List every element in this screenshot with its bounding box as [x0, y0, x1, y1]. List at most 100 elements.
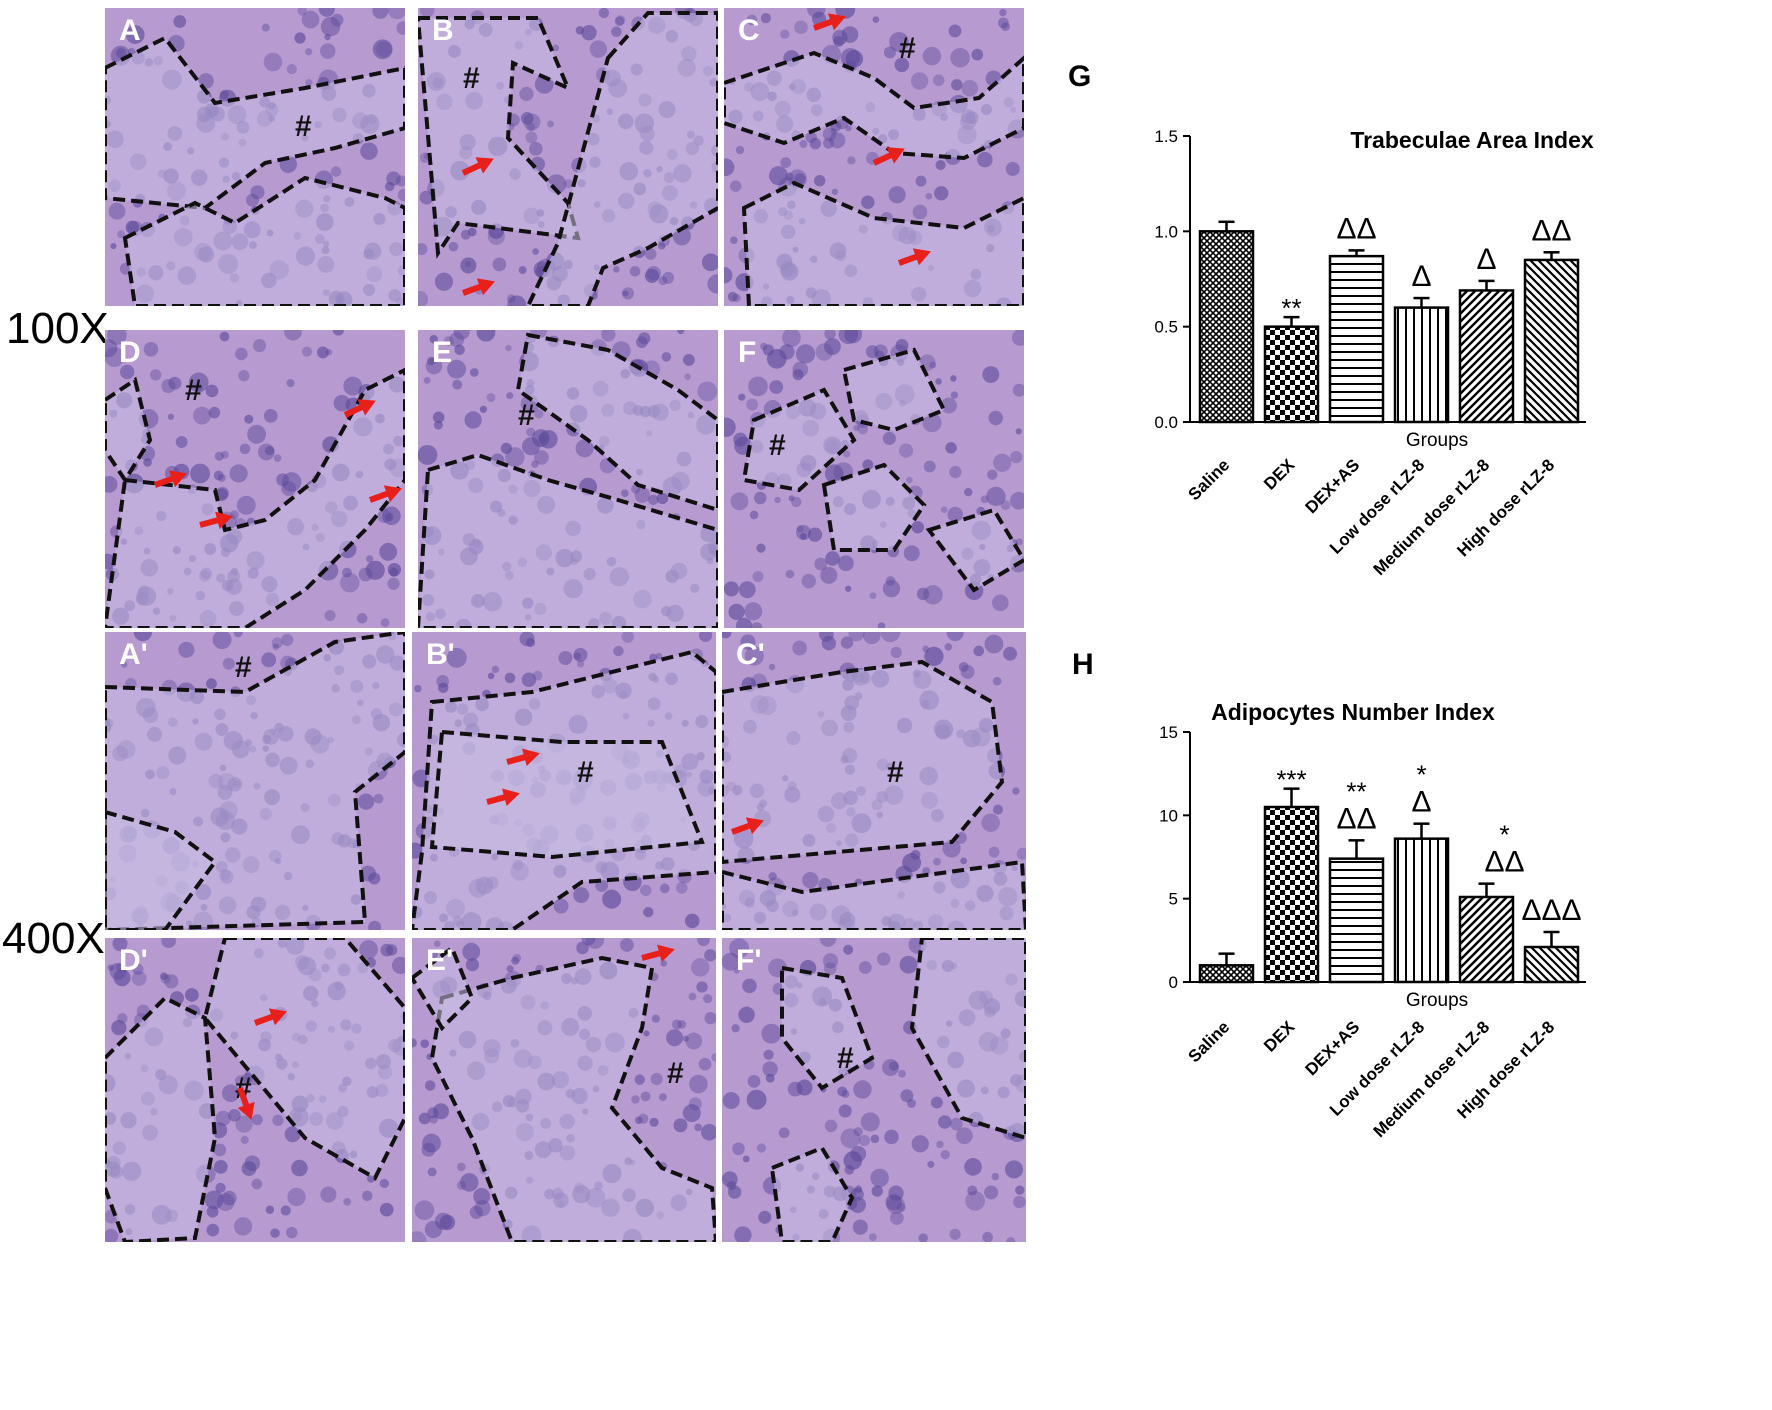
- trabecula-outline: [780, 965, 875, 1091]
- cell-dot: [119, 364, 135, 380]
- cell-dot: [916, 587, 930, 601]
- cell-dot: [882, 431, 896, 445]
- cell-dot: [746, 1089, 767, 1110]
- cell-dot: [469, 368, 479, 377]
- cell-dot: [234, 1075, 247, 1087]
- cell-dot: [525, 131, 538, 144]
- cell-dot: [342, 567, 352, 578]
- adipocyte-arrow: [253, 1008, 287, 1026]
- adipocyte-arrow: [812, 13, 846, 31]
- x-tick-label: Saline: [1184, 1017, 1233, 1066]
- cell-dot: [391, 956, 405, 975]
- cell-dot: [685, 1032, 703, 1050]
- cell-dot: [925, 192, 933, 200]
- cell-dot: [532, 248, 539, 255]
- cell-dot: [121, 661, 128, 668]
- cell-dot: [110, 242, 117, 250]
- cell-dot: [492, 257, 507, 272]
- cell-dot: [573, 887, 590, 904]
- cell-dot: [659, 883, 670, 894]
- cell-dot: [735, 145, 745, 155]
- cell-dot: [280, 1205, 291, 1216]
- cell-dot: [971, 48, 984, 61]
- cell-dot: [581, 938, 596, 946]
- cell-dot: [613, 266, 620, 273]
- cell-dot: [807, 527, 823, 542]
- cell-dot: [1015, 428, 1022, 435]
- cell-dot: [184, 988, 199, 1002]
- panel-letter: D': [119, 944, 148, 977]
- cell-dot: [235, 1115, 253, 1133]
- cell-dot: [760, 13, 772, 24]
- cell-dot: [742, 1155, 750, 1163]
- cell-dot: [598, 8, 610, 19]
- cell-dot: [320, 16, 341, 37]
- bar: [1263, 805, 1320, 984]
- cell-dot: [744, 646, 764, 666]
- cell-dot: [820, 566, 838, 584]
- cell-dot: [698, 632, 713, 642]
- cell-dot: [655, 652, 663, 660]
- significance-marker: ΔΔΔ: [1521, 894, 1581, 927]
- cell-dot: [763, 1049, 774, 1060]
- chart-g: 0.0 0.5 1.0 1.5 Trabeculae Area Index Groups S…: [1090, 100, 1762, 620]
- cell-dot: [903, 545, 920, 562]
- cell-dot: [276, 473, 289, 487]
- bar: [1198, 964, 1255, 984]
- cell-dot: [643, 1030, 650, 1037]
- cell-dot: [573, 647, 588, 662]
- cell-dot: [205, 384, 219, 398]
- cell-dot: [883, 46, 896, 59]
- cell-dot: [343, 376, 363, 396]
- cell-dot: [443, 336, 454, 347]
- cell-dot: [868, 1233, 877, 1242]
- cell-dot: [460, 257, 477, 274]
- cell-dot: [890, 646, 902, 659]
- cell-dot: [824, 330, 836, 340]
- trabecula-outline: [525, 11, 718, 306]
- cell-dot: [869, 592, 877, 599]
- cell-dot: [343, 1197, 352, 1206]
- cell-dot: [464, 411, 482, 429]
- cell-dot: [547, 120, 554, 128]
- cell-dot: [949, 1228, 961, 1240]
- cell-dot: [206, 678, 217, 690]
- x-tick-label: DEX+AS: [1301, 455, 1363, 517]
- adipocyte-arrow: [153, 470, 187, 488]
- cell-dot: [888, 186, 906, 204]
- cell-dot: [263, 409, 278, 423]
- cell-dot: [845, 125, 852, 132]
- cell-dot: [671, 1019, 683, 1030]
- cell-dot: [785, 569, 795, 579]
- trabecula-outline: [418, 452, 718, 628]
- cell-dot: [427, 356, 436, 366]
- cell-dot: [418, 1112, 431, 1125]
- cell-dot: [650, 1072, 663, 1086]
- cell-dot: [519, 86, 534, 102]
- cell-dot: [896, 1202, 906, 1212]
- cell-dot: [356, 613, 368, 624]
- cell-dot: [806, 8, 826, 19]
- cell-dot: [602, 889, 622, 909]
- cell-dot: [780, 157, 792, 169]
- cell-dot: [358, 567, 373, 582]
- cell-dot: [1010, 451, 1023, 464]
- cell-dot: [132, 963, 144, 975]
- bar: [1523, 945, 1580, 984]
- cell-dot: [796, 525, 804, 533]
- cell-dot: [215, 1110, 231, 1126]
- cell-dot: [824, 464, 844, 483]
- micrograph-image: #: [722, 938, 1026, 1242]
- cell-dot: [749, 510, 759, 520]
- trabecula-outline: [202, 938, 405, 1181]
- significance-marker: ΔΔ: [1336, 212, 1376, 245]
- cell-dot: [601, 330, 616, 342]
- cell-dot: [999, 8, 1007, 17]
- cell-dot: [746, 398, 759, 411]
- significance-marker: ΔΔ: [1336, 802, 1376, 835]
- cell-dot: [457, 1162, 466, 1172]
- cell-dot: [911, 521, 924, 534]
- cell-dot: [930, 1096, 943, 1109]
- cell-dot: [871, 1185, 883, 1197]
- cell-dot: [324, 610, 336, 622]
